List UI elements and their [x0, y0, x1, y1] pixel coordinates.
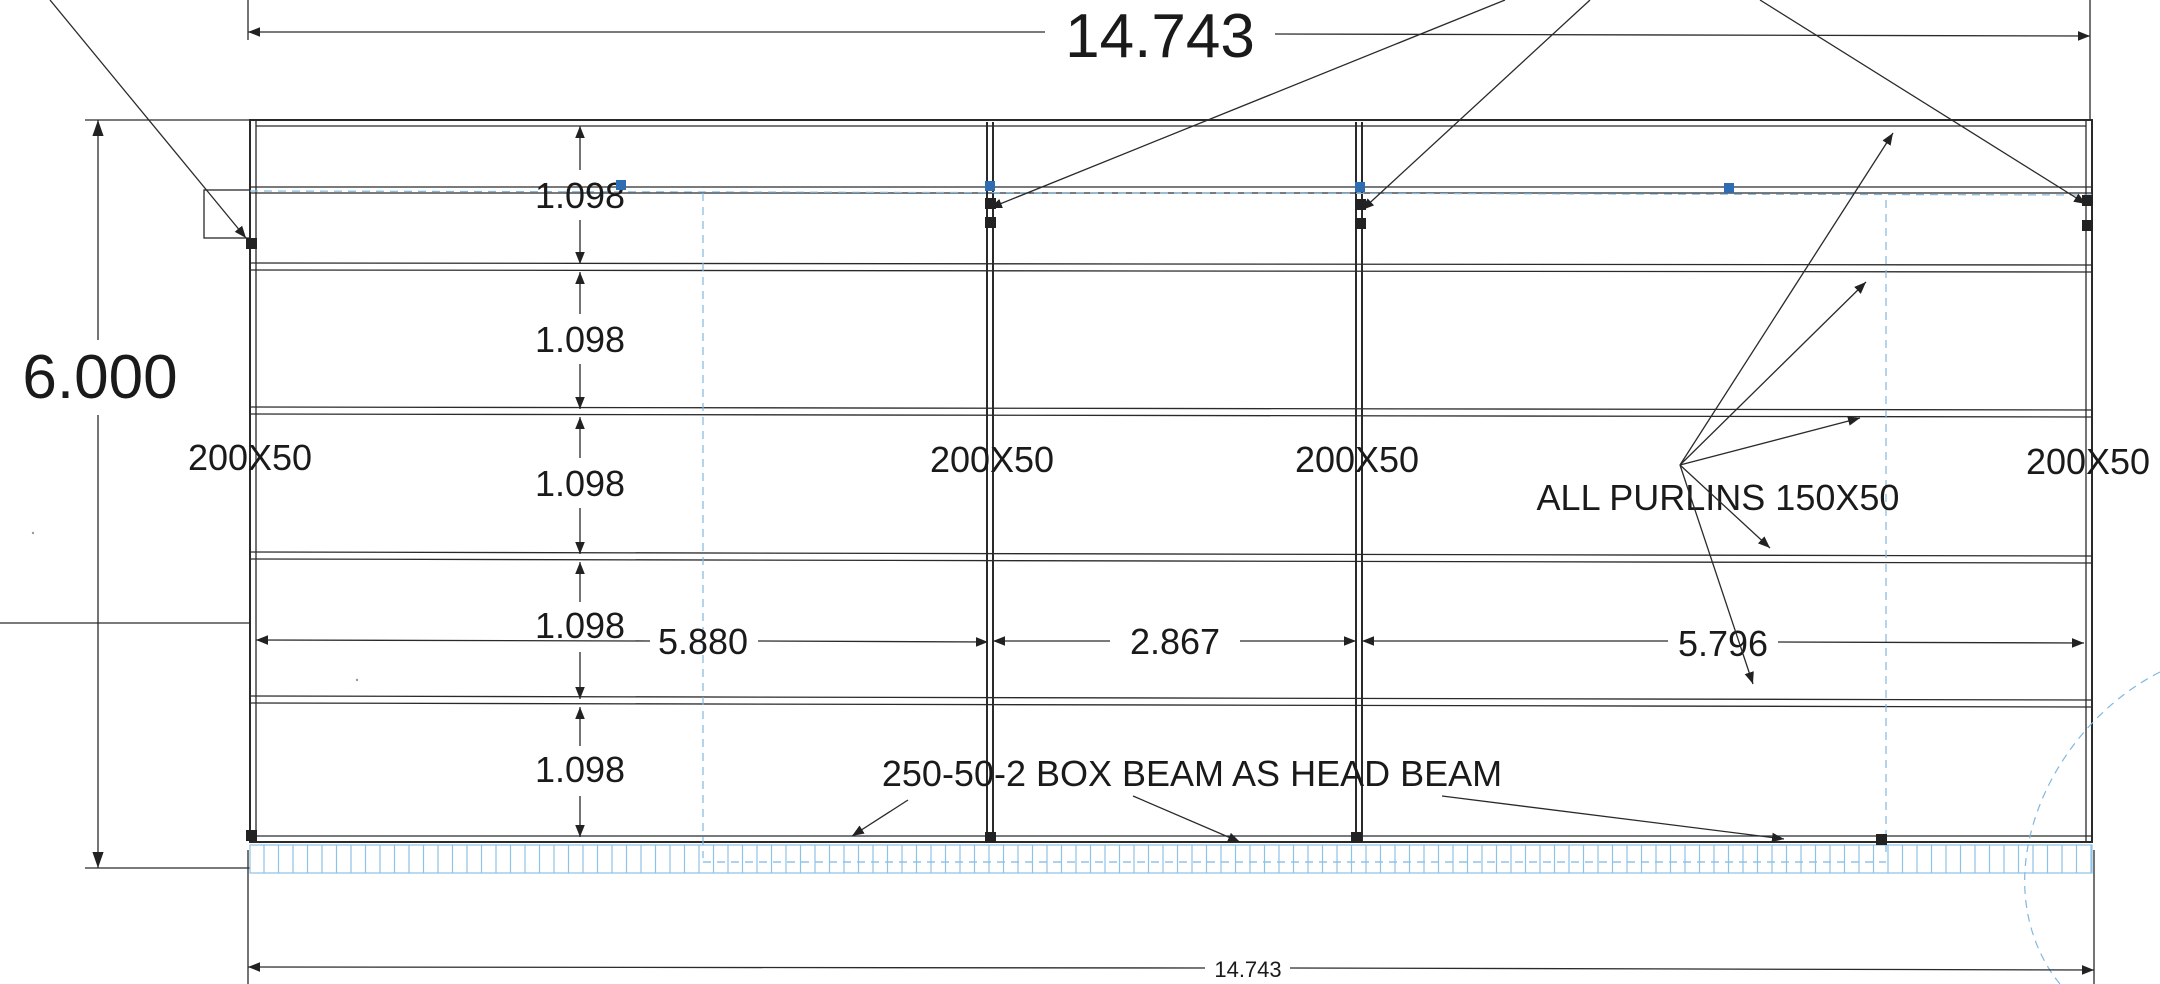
bay-span-1: 5.880: [658, 621, 748, 662]
head-beam-note: 250-50-2 BOX BEAM AS HEAD BEAM: [851, 753, 1785, 843]
grip-4[interactable]: [1724, 183, 1734, 193]
rafters: [986, 122, 1363, 842]
grip-1[interactable]: [616, 180, 626, 190]
connection-nodes: [246, 195, 2093, 845]
rafter-leaders: [49, 0, 2087, 239]
bottom-width-label: 14.743: [1214, 957, 1281, 982]
purlins-note-text: ALL PURLINS 150X50: [1537, 477, 1900, 518]
rafter-label-4: 200X50: [2026, 441, 2150, 482]
grip-2[interactable]: [985, 181, 995, 191]
purlin-spacing-5: 1.098: [535, 749, 625, 790]
rafter-label-2: 200X50: [930, 439, 1054, 480]
height-dimension: 6.000: [0, 119, 250, 869]
head-beam-hatch: [249, 844, 2093, 874]
bottom-overall-dimension: 14.743: [247, 850, 2095, 984]
bay-span-2: 2.867: [1130, 621, 1220, 662]
purlins-note: ALL PURLINS 150X50: [1537, 132, 1900, 685]
bay-span-dimensions: 5.880 2.867 5.796: [255, 621, 2085, 664]
purlin-spacing-2: 1.098: [535, 319, 625, 360]
frame-outline: [203, 119, 2093, 843]
height-label: 6.000: [22, 343, 177, 412]
top-width-label: 14.743: [1065, 2, 1255, 71]
purlins: [249, 186, 2093, 708]
purlin-spacing-dimensions: 1.098 1.098 1.098 1.098 1.098: [535, 126, 625, 837]
rafter-label-1: 200X50: [188, 437, 312, 478]
grip-3[interactable]: [1355, 182, 1365, 192]
selection-grips[interactable]: [616, 180, 1734, 193]
head-beam-note-text: 250-50-2 BOX BEAM AS HEAD BEAM: [882, 753, 1502, 794]
purlin-spacing-3: 1.098: [535, 463, 625, 504]
construction-lines: [249, 190, 2160, 984]
purlin-spacing-4: 1.098: [535, 605, 625, 646]
scan-specks: [31, 531, 359, 682]
rafter-label-3: 200X50: [1295, 439, 1419, 480]
rafter-labels: 200X50 200X50 200X50 200X50: [188, 437, 2150, 482]
bay-span-3: 5.796: [1678, 623, 1768, 664]
top-overall-dimension: 14.743: [247, 0, 2091, 120]
purlin-spacing-1: 1.098: [535, 175, 625, 216]
